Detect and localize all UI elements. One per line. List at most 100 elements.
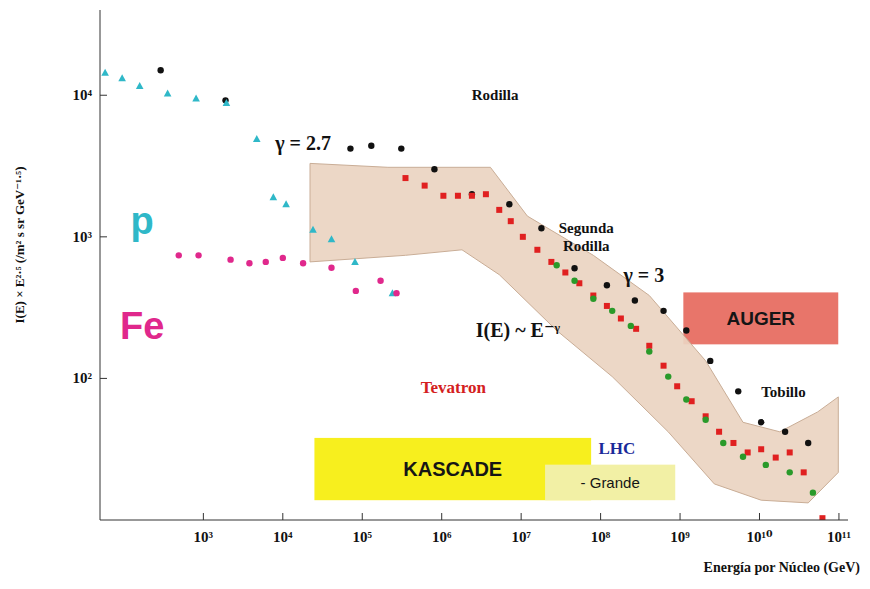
data-point [282, 200, 290, 207]
data-point [801, 469, 807, 475]
region-label: KASCADE [403, 458, 502, 480]
plot-marks [101, 67, 838, 520]
x-tick [441, 513, 442, 520]
data-point [720, 440, 726, 446]
x-tick [362, 513, 363, 520]
data-point [745, 449, 751, 455]
data-point [633, 326, 639, 332]
data-point [309, 226, 317, 233]
x-tick-label: 10⁶ [432, 529, 452, 545]
x-tick [282, 513, 283, 520]
data-point [351, 258, 359, 265]
data-point [101, 69, 109, 76]
annotation-line: Tevatron [421, 378, 487, 397]
y-tick-label: 10³ [73, 229, 93, 245]
data-point [689, 398, 695, 404]
data-point [393, 290, 399, 296]
x-axis-title: Energía por Núcleo (GeV) [704, 560, 861, 576]
data-point [548, 259, 554, 265]
data-point [157, 67, 163, 73]
annotation-line: Fe [120, 305, 164, 347]
data-point [300, 260, 306, 266]
data-point [716, 429, 722, 435]
data-point [683, 396, 689, 402]
data-point [702, 417, 708, 423]
x-tick [680, 513, 681, 520]
data-point [553, 262, 559, 268]
data-point [398, 145, 404, 151]
data-point [646, 348, 652, 354]
data-point [538, 225, 544, 231]
chart: 10³10⁴10⁵10⁶10⁷10⁸10⁹10¹⁰10¹¹10²10³10⁴En… [0, 0, 870, 589]
data-point [506, 201, 512, 207]
annotation: γ = 2.7 [274, 132, 331, 155]
annotation-line: Segunda [559, 220, 615, 236]
data-point [735, 388, 741, 394]
x-tick [600, 513, 601, 520]
data-point [440, 193, 446, 199]
data-point [508, 218, 514, 224]
data-point [758, 419, 764, 425]
data-point [328, 235, 336, 242]
data-point [377, 277, 383, 283]
x-axis-line [100, 520, 848, 521]
data-point [195, 252, 201, 258]
y-tick [100, 236, 107, 237]
data-point [609, 308, 615, 314]
data-point [402, 175, 408, 181]
data-point [164, 89, 172, 96]
data-point [758, 446, 764, 452]
y-axis-title: I(E) × E²·⁵ (/m² s sr GeV⁻¹·⁵) [12, 166, 27, 323]
data-point [730, 440, 736, 446]
data-point [353, 288, 359, 294]
data-point [223, 99, 231, 106]
data-point [455, 193, 461, 199]
data-point [660, 308, 666, 314]
x-tick-label: 10¹⁰ [746, 529, 772, 545]
annotation: SegundaRodilla [559, 220, 615, 254]
y-tick [100, 95, 107, 96]
annotation-line: Rodilla [472, 87, 519, 103]
data-point [496, 207, 502, 213]
annotation-line: I(E) ~ E⁻ᵞ [476, 319, 561, 342]
data-point [674, 383, 680, 389]
annotation: γ = 3 [622, 264, 664, 287]
spectrum-band [310, 163, 838, 503]
data-point [763, 462, 769, 468]
annotation: Tobillo [761, 384, 805, 400]
annotation: I(E) ~ E⁻ᵞ [476, 319, 561, 342]
annotation: Fe [120, 305, 164, 347]
data-point [604, 303, 610, 309]
annotation: Rodilla [472, 87, 519, 103]
series [157, 67, 811, 446]
data-point [646, 343, 652, 349]
data-point [270, 193, 278, 200]
annotation-line: γ = 2.7 [274, 132, 331, 155]
data-point [469, 193, 475, 199]
x-tick-label: 10⁷ [511, 529, 531, 545]
data-point [253, 135, 261, 142]
region-box [683, 292, 838, 344]
x-tick [521, 513, 522, 520]
region-box [545, 465, 675, 501]
data-point [280, 255, 286, 261]
annotation-line: LHC [598, 439, 635, 458]
data-point [707, 358, 713, 364]
data-point [810, 489, 816, 495]
data-point [787, 449, 793, 455]
data-point [520, 234, 526, 240]
data-point [136, 82, 144, 89]
x-tick [838, 513, 839, 520]
data-point [227, 256, 233, 262]
series [176, 252, 400, 296]
annotation-line: γ = 3 [622, 264, 664, 287]
data-point [628, 323, 634, 329]
x-tick-label: 10⁸ [591, 529, 611, 545]
y-tick-label: 10² [73, 370, 93, 386]
x-tick [203, 513, 204, 520]
data-point [534, 247, 540, 253]
data-point [782, 429, 788, 435]
series [553, 262, 816, 496]
series [402, 175, 825, 520]
data-point [422, 183, 428, 189]
